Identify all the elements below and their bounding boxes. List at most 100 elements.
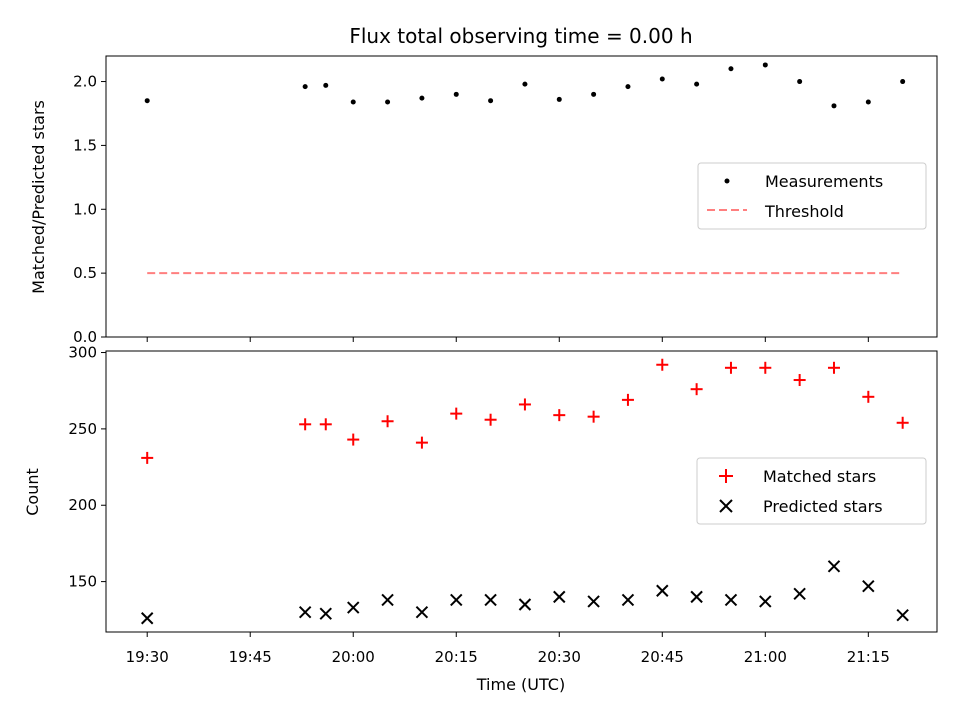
matched-stars-series [141,358,909,464]
measurement-point [350,99,356,105]
predicted-star-marker-b [656,584,669,597]
predicted-star-marker-b [140,612,154,625]
legend-measurements-marker [724,178,730,184]
bottom-y-axis-title: Count [23,468,42,516]
predicted-star-marker-b [587,595,600,608]
matched-star-point [484,413,497,426]
measurement-point [144,98,150,104]
top-y-tick-label: 2.0 [73,73,97,91]
bottom-axes-frame [105,350,938,633]
measurement-point [831,103,837,109]
matched-star-point [415,436,428,449]
predicted-star-marker-b [319,607,332,620]
predicted-star-point [415,605,429,619]
top-y-tick-label: 1.0 [73,200,97,218]
matched-star-point [827,361,840,374]
x-tick-label: 19:45 [229,648,272,666]
predicted-star-marker-b [690,590,703,604]
bottom-x-axis-ticks: 19:30 19:45 20:00 20:15 20:30 20:45 21:00 21:15 [126,632,890,666]
measurement-point [385,99,391,105]
top-axes-frame [105,55,938,338]
predicted-star-marker-b [621,593,635,607]
measurement-point [556,96,562,102]
predicted-star-point [140,612,154,625]
measurement-point [762,62,768,68]
x-axis-title: Time (UTC) [476,675,565,694]
matched-star-point [862,390,875,403]
predicted-star-point [656,584,669,597]
x-tick-label: 21:15 [847,648,890,666]
predicted-star-marker-b [896,608,909,622]
measurement-point [797,79,803,85]
matched-star-point [793,374,806,387]
chart-title: Flux total observing time = 0.00 h [349,24,692,48]
x-tick-label: 20:30 [538,648,581,666]
predicted-star-marker-b [450,593,463,607]
bottom-y-tick-label: 200 [68,496,97,514]
top-x-axis-ticks [146,337,869,342]
predicted-star-marker-b [415,605,429,619]
x-tick-label: 20:15 [435,648,478,666]
matched-star-point [759,361,772,374]
predicted-star-marker-b [347,601,360,614]
predicted-star-point [827,560,841,573]
predicted-star-point [896,608,909,622]
bottom-legend: Matched stars Predicted stars [696,457,927,525]
matched-star-point [518,398,531,411]
measurement-point [488,98,494,104]
predicted-star-marker-b [724,593,738,607]
measurement-point [865,99,871,105]
legend-matched-label: Matched stars [763,467,876,486]
bottom-y-tick-label: 250 [68,420,97,438]
legend-predicted-label: Predicted stars [763,497,883,516]
measurement-point [591,91,597,97]
legend-predicted-marker [719,499,733,513]
matched-star-point [656,358,669,371]
predicted-star-point [690,590,703,604]
legend-threshold-label: Threshold [764,202,844,221]
predicted-star-point [587,595,600,608]
matched-star-point [347,433,360,446]
matched-star-point [381,415,394,428]
bottom-y-tick-label: 150 [68,573,97,591]
bottom-y-axis-ticks: 150 200 250 300 [68,344,106,591]
measurement-point [419,95,425,101]
predicted-star-marker-b [862,579,875,593]
top-legend: Measurements Threshold [697,162,927,230]
top-legend-box [697,162,927,230]
matched-star-point [690,383,703,396]
measurement-point [728,66,734,72]
measurement-point [522,81,528,87]
top-y-tick-label: 0.5 [73,264,97,282]
measurement-point [659,76,665,82]
x-tick-label: 19:30 [126,648,169,666]
measurement-point [453,91,459,97]
x-tick-label: 20:45 [641,648,684,666]
bottom-legend-box [696,457,927,525]
x-tick-label: 20:00 [332,648,375,666]
matched-star-point [896,416,909,429]
predicted-star-point [862,579,875,593]
matched-star-point [553,409,566,422]
predicted-star-marker-b [553,590,566,604]
predicted-star-point [319,607,332,620]
predicted-star-point [724,593,738,607]
x-tick-label: 21:00 [744,648,787,666]
bottom-y-tick-label: 300 [68,344,97,362]
top-panel: 0.00.51.01.52.0 Matched/Predicted stars … [29,55,938,346]
predicted-star-point [484,593,497,607]
bottom-panel: 150 200 250 300 19:30 19:45 20:00 20:15 20:30 20… [23,344,938,694]
predicted-star-point [347,601,360,614]
matched-star-point [621,393,634,406]
matched-star-point [724,361,737,374]
predicted-star-marker-b [298,605,312,619]
top-y-tick-label: 0.0 [73,328,97,346]
legend-matched-marker [719,469,733,483]
predicted-star-point [450,593,463,607]
predicted-star-marker-b [827,560,841,573]
predicted-star-point [793,587,806,601]
measurement-point [900,79,906,85]
matched-star-point [141,451,154,464]
